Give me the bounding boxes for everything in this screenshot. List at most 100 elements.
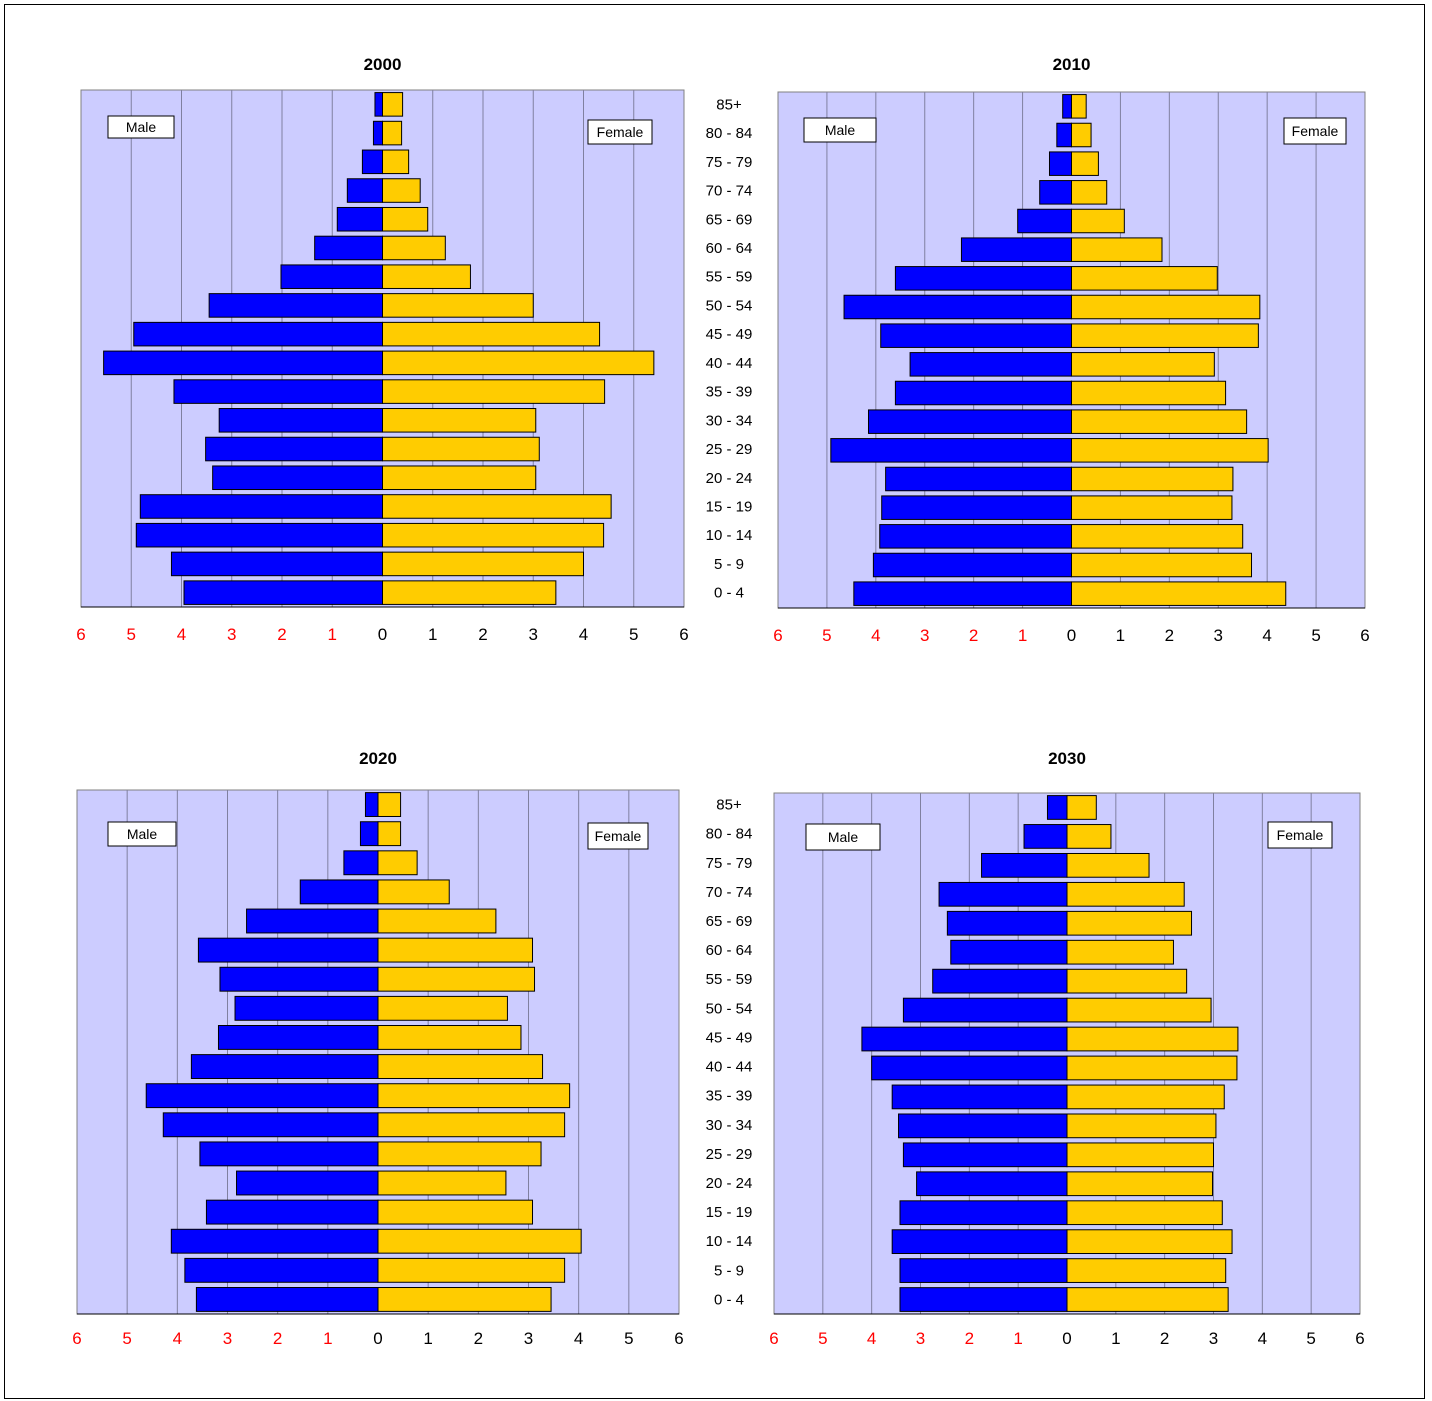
category-label: 35 - 39 xyxy=(706,1088,753,1105)
female-bar-65-69 xyxy=(1066,910,1193,936)
tick-label: 3 xyxy=(916,1329,925,1348)
female-bar-35-39 xyxy=(382,379,606,404)
male-bar-35-39 xyxy=(891,1084,1068,1110)
tick-label: 6 xyxy=(773,626,782,645)
tick-label: 1 xyxy=(428,625,437,644)
female-bar-50-54 xyxy=(377,995,508,1021)
male-bar-15-19 xyxy=(139,494,383,519)
male-bar-40-44 xyxy=(871,1055,1068,1081)
male-bar-5-9 xyxy=(872,552,1073,578)
male-bar-50-54 xyxy=(208,293,383,318)
male-bar-65-69 xyxy=(246,908,379,934)
male-bar-10-14 xyxy=(135,522,383,548)
category-label: 80 - 84 xyxy=(706,125,753,142)
tick-label: 5 xyxy=(822,626,831,645)
pyramid-chart-2030: 2030 6 5 4 3 2 1 0 1 2 3 4 5 6 Male Female xyxy=(769,749,1364,1348)
tick-label: 2 xyxy=(478,625,487,644)
female-bar-55-59 xyxy=(1071,266,1218,291)
tick-label: 6 xyxy=(76,625,85,644)
legend-male-label: Male xyxy=(126,119,157,135)
legend-male-box xyxy=(805,823,881,851)
female-bar-30-34 xyxy=(382,408,537,433)
male-bar-55-59 xyxy=(932,968,1068,994)
tick-label: 1 xyxy=(1111,1329,1120,1348)
female-bar-50-54 xyxy=(382,293,534,318)
legend-male-box xyxy=(107,821,177,847)
male-bar-20-24 xyxy=(885,466,1072,492)
male-bar-60-64 xyxy=(950,939,1068,965)
female-bar-85+ xyxy=(1071,94,1087,119)
category-label: 0 - 4 xyxy=(714,585,744,602)
male-bar-5-9 xyxy=(170,551,383,577)
female-bar-70-74 xyxy=(382,178,421,203)
male-bar-20-24 xyxy=(916,1171,1068,1197)
female-bar-20-24 xyxy=(1071,466,1234,492)
tick-label: 2 xyxy=(273,1329,282,1348)
female-bar-40-44 xyxy=(1066,1055,1238,1081)
male-bar-55-59 xyxy=(894,266,1073,291)
male-bar-80-84 xyxy=(1056,122,1072,148)
chart-title: 2010 xyxy=(1053,55,1091,74)
tick-label: 3 xyxy=(920,626,929,645)
female-bar-60-64 xyxy=(377,937,534,963)
female-bar-15-19 xyxy=(382,494,612,519)
male-bar-50-54 xyxy=(843,294,1072,320)
tick-label: 4 xyxy=(1258,1329,1267,1348)
tick-label: 6 xyxy=(1360,626,1369,645)
category-label: 40 - 44 xyxy=(706,1059,753,1076)
category-label: 20 - 24 xyxy=(706,470,753,487)
male-bar-40-44 xyxy=(190,1054,379,1079)
legend-female-box xyxy=(1267,821,1333,849)
female-bar-25-29 xyxy=(377,1141,542,1167)
female-bar-55-59 xyxy=(382,264,471,289)
tick-label: 3 xyxy=(1214,626,1223,645)
category-label: 75 - 79 xyxy=(706,855,753,872)
male-bar-30-34 xyxy=(162,1112,379,1138)
male-bar-75-79 xyxy=(1048,151,1073,176)
category-label: 60 - 64 xyxy=(706,240,753,257)
legend-female-box xyxy=(587,119,653,145)
tick-label: 2 xyxy=(474,1329,483,1348)
female-bar-85+ xyxy=(377,792,402,817)
male-bar-35-39 xyxy=(145,1083,379,1109)
tick-label: 1 xyxy=(323,1329,332,1348)
female-bar-5-9 xyxy=(1066,1258,1227,1283)
female-bar-75-79 xyxy=(377,850,418,876)
category-label: 35 - 39 xyxy=(706,384,753,401)
male-bar-35-39 xyxy=(894,380,1073,406)
tick-label: 4 xyxy=(177,625,186,644)
tick-label: 4 xyxy=(871,626,880,645)
male-bar-60-64 xyxy=(960,237,1072,262)
tick-label: 1 xyxy=(1018,626,1027,645)
female-bar-75-79 xyxy=(382,149,410,175)
tick-label: 5 xyxy=(818,1329,827,1348)
female-bar-40-44 xyxy=(1071,352,1215,377)
male-bar-55-59 xyxy=(219,966,379,992)
tick-label: 6 xyxy=(674,1329,683,1348)
pyramid-chart-2000: 2000 0 - 4 5 - 9 10 - 14 15 - 19 20 - 24 25 - … xyxy=(76,55,752,644)
female-bar-75-79 xyxy=(1066,852,1150,878)
female-bar-80-84 xyxy=(382,120,403,146)
male-bar-25-29 xyxy=(199,1141,379,1167)
male-bar-75-79 xyxy=(343,850,379,876)
female-bar-5-9 xyxy=(377,1257,566,1283)
category-label: 60 - 64 xyxy=(706,942,753,959)
female-bar-45-49 xyxy=(382,321,601,347)
category-label: 65 - 69 xyxy=(706,211,753,228)
category-label: 85+ xyxy=(716,797,742,814)
female-bar-45-49 xyxy=(1066,1026,1239,1052)
female-bar-20-24 xyxy=(382,465,537,491)
male-bar-0-4 xyxy=(195,1287,379,1312)
female-bar-45-49 xyxy=(1071,323,1259,348)
tick-label: 3 xyxy=(1209,1329,1218,1348)
male-bar-70-74 xyxy=(346,178,384,203)
category-label: 45 - 49 xyxy=(706,1029,753,1046)
male-bar-30-34 xyxy=(867,409,1073,434)
tick-label: 2 xyxy=(965,1329,974,1348)
tick-label: 5 xyxy=(1306,1329,1315,1348)
female-bar-60-64 xyxy=(1066,939,1174,965)
tick-label: 4 xyxy=(867,1329,876,1348)
male-bar-20-24 xyxy=(236,1170,379,1196)
tick-label: 0 xyxy=(1067,626,1076,645)
